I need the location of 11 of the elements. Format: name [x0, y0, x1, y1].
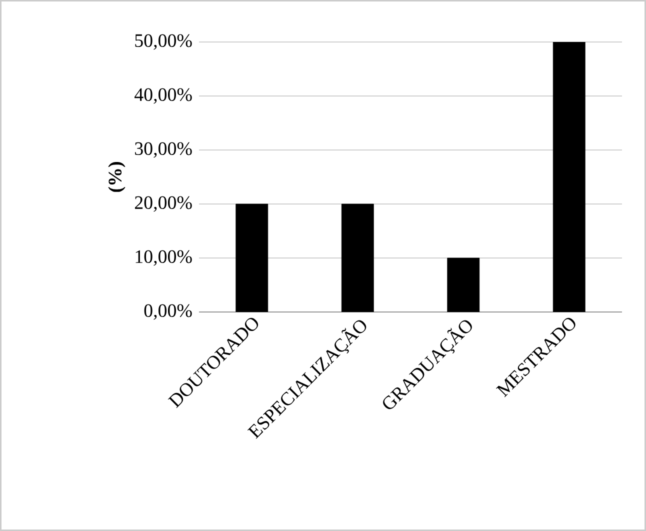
y-tick-label: 0,00% — [144, 304, 192, 320]
bar — [341, 204, 374, 312]
bar — [552, 42, 586, 312]
y-tick-label: 50,00% — [135, 34, 192, 50]
y-tick-label: 30,00% — [135, 142, 192, 158]
y-axis-title: (%) — [108, 162, 126, 192]
bar — [236, 204, 268, 312]
bar — [447, 258, 480, 312]
y-tick-label: 40,00% — [134, 88, 192, 104]
y-tick-label: 20,00% — [134, 196, 192, 212]
y-tick-label: 10,00% — [136, 250, 192, 266]
